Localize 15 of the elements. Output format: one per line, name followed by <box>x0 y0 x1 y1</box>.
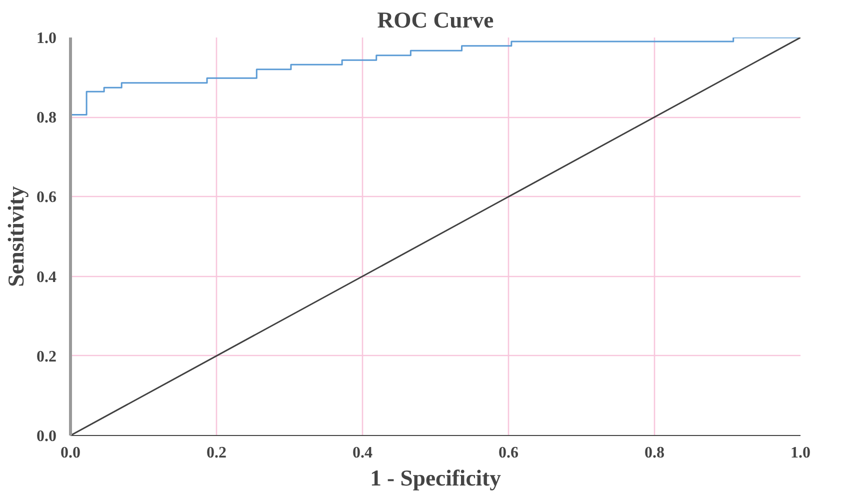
y-axis-title: Sensitivity <box>4 185 28 287</box>
x-tick-label: 0.2 <box>206 444 226 462</box>
y-tick-label: 0.0 <box>36 428 56 445</box>
chart-title: ROC Curve <box>377 8 494 32</box>
y-tick-label: 0.8 <box>36 110 56 127</box>
x-tick-label: 0.4 <box>352 444 372 462</box>
x-tick-label: 0.6 <box>498 444 518 462</box>
y-tick-label: 1.0 <box>36 30 56 47</box>
y-tick-label: 0.6 <box>36 189 56 206</box>
x-tick-label: 1.0 <box>790 444 810 462</box>
y-tick-label: 0.4 <box>36 268 56 286</box>
x-axis-title: 1 - Specificity <box>370 466 502 490</box>
y-tick-label: 0.2 <box>36 348 56 366</box>
x-tick-label: 0.0 <box>60 444 80 462</box>
x-tick-label: 0.8 <box>644 444 664 462</box>
